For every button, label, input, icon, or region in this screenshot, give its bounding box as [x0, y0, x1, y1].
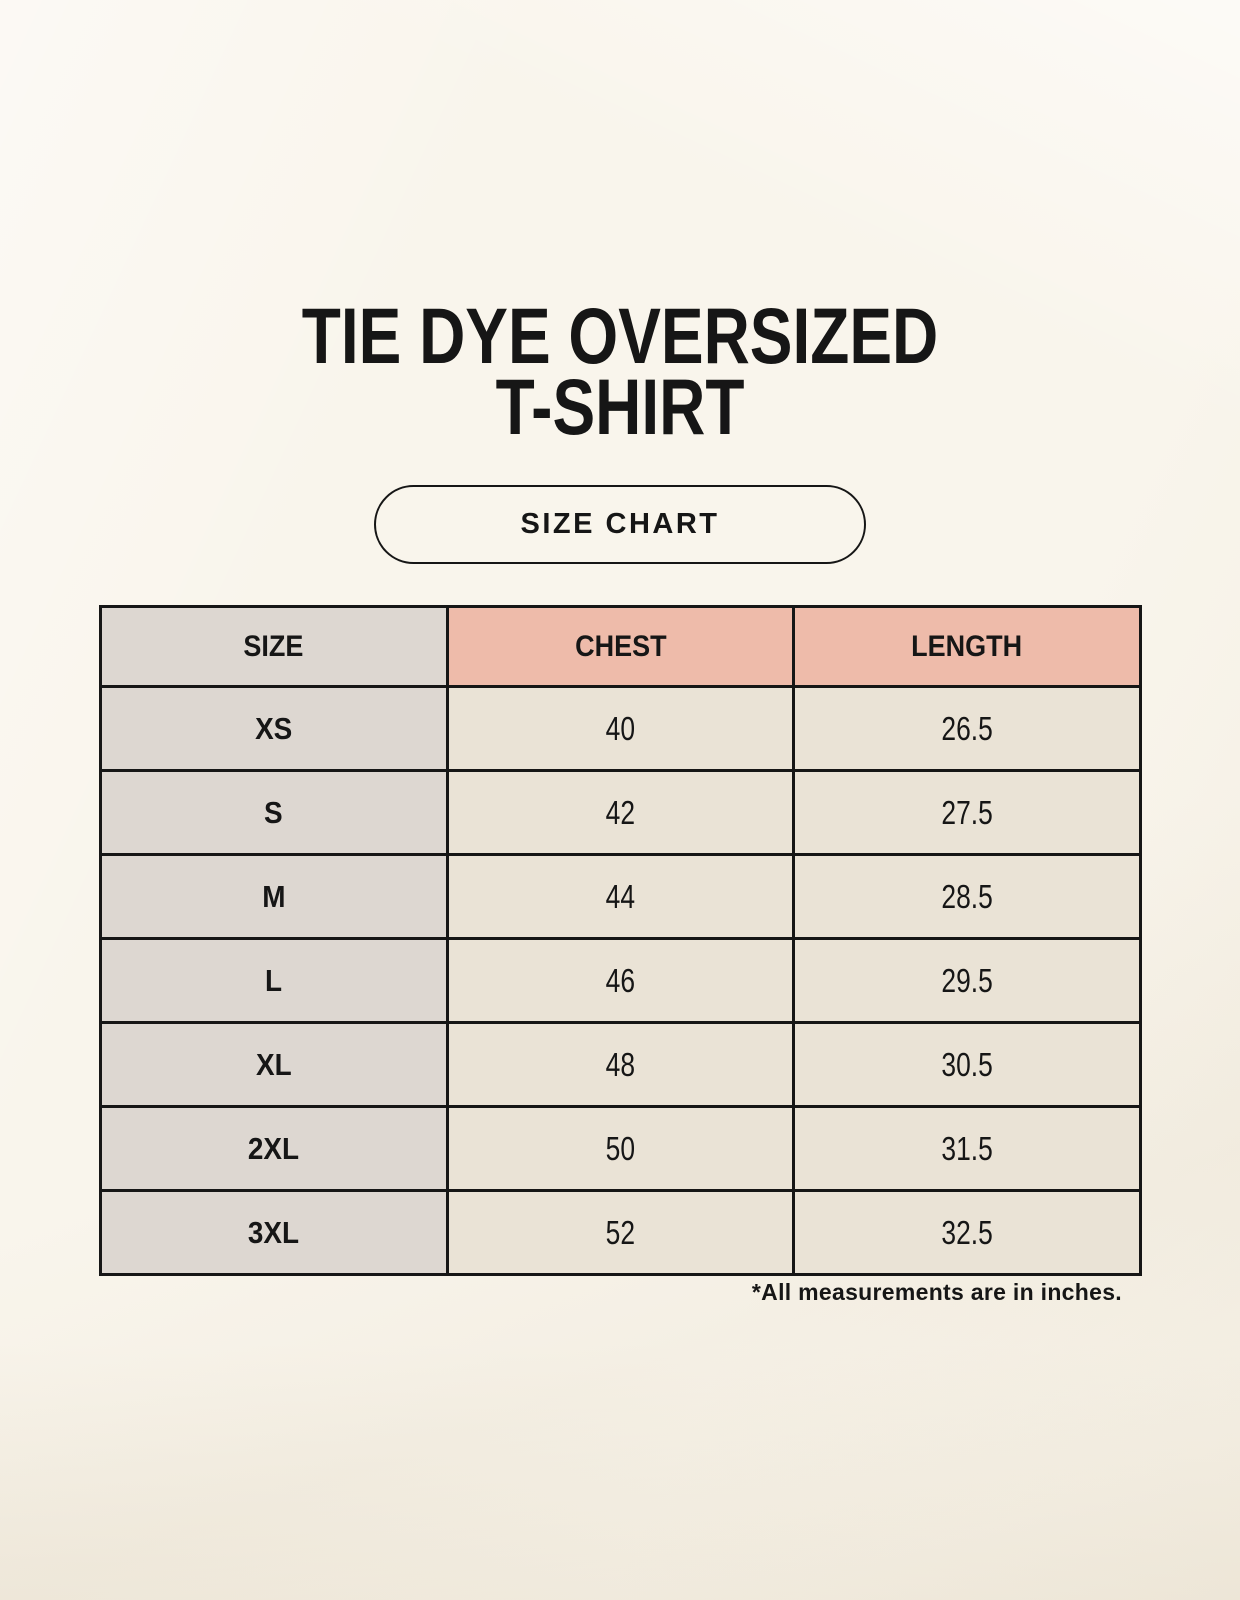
size-table-header-row: SIZE CHEST LENGTH — [99, 605, 1142, 688]
cell-size: 3XL — [99, 1189, 449, 1276]
cell-length: 27.5 — [792, 769, 1142, 856]
table-row: XS 40 26.5 — [99, 685, 1142, 772]
size-table: SIZE CHEST LENGTH XS 40 26.5 S 42 27.5 M… — [99, 605, 1142, 1276]
cell-chest: 46 — [445, 937, 796, 1024]
cell-length: 26.5 — [792, 685, 1142, 772]
column-header-chest: CHEST — [445, 605, 796, 688]
cell-chest: 50 — [445, 1105, 796, 1192]
cell-size: S — [99, 769, 449, 856]
size-chart-badge: SIZE CHART — [374, 485, 866, 564]
size-chart-badge-label: SIZE CHART — [520, 508, 720, 540]
table-row: 2XL 50 31.5 — [99, 1105, 1142, 1192]
column-header-length: LENGTH — [792, 605, 1142, 688]
cell-size: M — [99, 853, 449, 940]
column-header-size: SIZE — [99, 605, 449, 688]
cell-size: 2XL — [99, 1105, 449, 1192]
page-title-line1: TIE DYE OVERSIZED — [301, 291, 939, 380]
cell-length: 30.5 — [792, 1021, 1142, 1108]
cell-size: L — [99, 937, 449, 1024]
cell-chest: 48 — [445, 1021, 796, 1108]
cell-size: XS — [99, 685, 449, 772]
cell-length: 29.5 — [792, 937, 1142, 1024]
table-row: 3XL 52 32.5 — [99, 1189, 1142, 1276]
size-table-body: XS 40 26.5 S 42 27.5 M 44 28.5 L 46 29.5… — [99, 685, 1142, 1276]
cell-chest: 44 — [445, 853, 796, 940]
size-table-header: SIZE CHEST LENGTH — [99, 605, 1142, 688]
cell-chest: 52 — [445, 1189, 796, 1276]
table-row: XL 48 30.5 — [99, 1021, 1142, 1108]
table-row: L 46 29.5 — [99, 937, 1142, 1024]
table-row: S 42 27.5 — [99, 769, 1142, 856]
cell-size: XL — [99, 1021, 449, 1108]
measurements-note: *All measurements are in inches. — [751, 1279, 1122, 1305]
page-title: TIE DYE OVERSIZED T-SHIRT — [118, 291, 1122, 451]
table-row: M 44 28.5 — [99, 853, 1142, 940]
cell-chest: 42 — [445, 769, 796, 856]
cell-length: 32.5 — [792, 1189, 1142, 1276]
page-title-line2: T-SHIRT — [495, 362, 745, 451]
cell-length: 28.5 — [792, 853, 1142, 940]
cell-length: 31.5 — [792, 1105, 1142, 1192]
cell-chest: 40 — [445, 685, 796, 772]
